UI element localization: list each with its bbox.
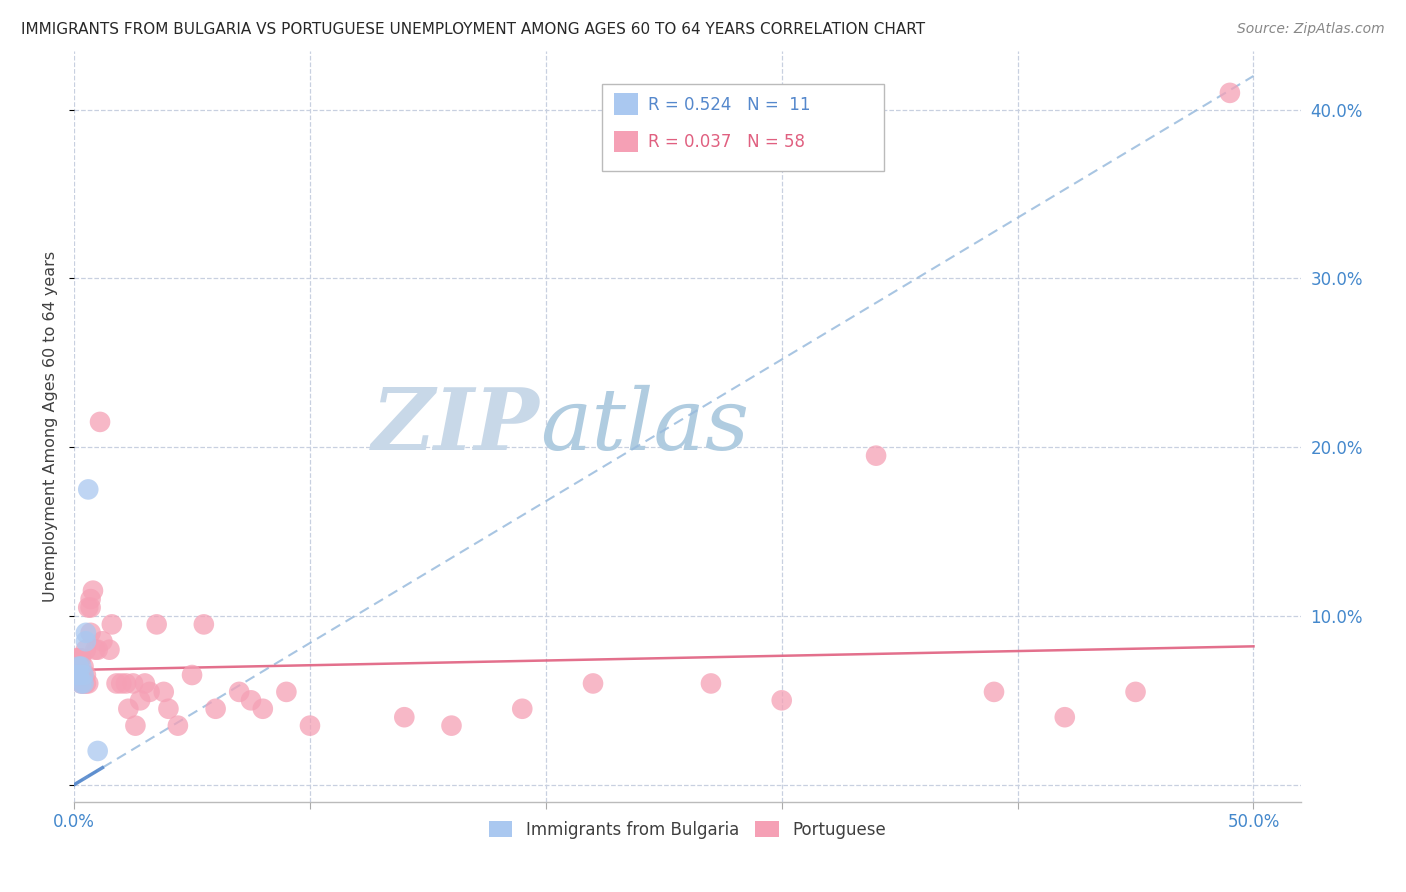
Point [67, 659, 90, 673]
Point [67, 668, 90, 682]
Point [67, 668, 90, 682]
Point [91, 634, 114, 648]
Text: IMMIGRANTS FROM BULGARIA VS PORTUGUESE UNEMPLOYMENT AMONG AGES 60 TO 64 YEARS CO: IMMIGRANTS FROM BULGARIA VS PORTUGUESE U… [21, 22, 925, 37]
Point [65, 668, 87, 682]
Point [440, 718, 463, 732]
Point [983, 685, 1005, 699]
Point [70, 676, 93, 690]
Point [157, 702, 180, 716]
Point [70, 651, 93, 665]
Point [193, 617, 215, 632]
Point [79, 600, 101, 615]
Point [129, 693, 152, 707]
Point [181, 668, 204, 682]
FancyBboxPatch shape [614, 94, 638, 114]
FancyBboxPatch shape [614, 131, 638, 152]
Point [65, 651, 87, 665]
Point [394, 710, 416, 724]
Point [117, 702, 139, 716]
Point [75, 642, 97, 657]
Point [70, 668, 93, 682]
Point [77, 600, 100, 615]
Point [134, 676, 156, 690]
Point [276, 685, 298, 699]
Point [67, 651, 90, 665]
Text: R = 0.524   N =  11: R = 0.524 N = 11 [648, 95, 811, 114]
Text: ZIP: ZIP [373, 384, 540, 468]
Point [110, 676, 132, 690]
Point [89, 415, 111, 429]
Point [240, 693, 263, 707]
Point [115, 676, 138, 690]
FancyBboxPatch shape [602, 85, 883, 171]
Point [145, 617, 167, 632]
Point [770, 693, 793, 707]
Point [67, 659, 90, 673]
Point [84, 642, 107, 657]
Point [70, 676, 93, 690]
Point [122, 676, 145, 690]
Point [98, 642, 121, 657]
Point [138, 685, 160, 699]
Point [77, 483, 100, 497]
Point [72, 668, 94, 682]
Legend: Immigrants from Bulgaria, Portuguese: Immigrants from Bulgaria, Portuguese [482, 814, 893, 846]
Point [167, 718, 190, 732]
Text: atlas: atlas [540, 384, 749, 467]
Point [1053, 710, 1076, 724]
Point [65, 659, 87, 673]
Point [75, 625, 97, 640]
Point [72, 659, 94, 673]
Point [72, 676, 94, 690]
Point [298, 718, 321, 732]
Point [101, 617, 124, 632]
Point [700, 676, 723, 690]
Point [79, 625, 101, 640]
Point [72, 668, 94, 682]
Point [1125, 685, 1147, 699]
Point [152, 685, 174, 699]
Point [124, 718, 146, 732]
Y-axis label: Unemployment Among Ages 60 to 64 years: Unemployment Among Ages 60 to 64 years [44, 251, 58, 602]
Point [510, 702, 533, 716]
Point [105, 676, 128, 690]
Point [1219, 86, 1241, 100]
Point [75, 668, 97, 682]
Point [86, 744, 108, 758]
Point [86, 642, 108, 657]
Point [79, 592, 101, 607]
Point [77, 676, 100, 690]
Point [75, 676, 97, 690]
Point [228, 685, 250, 699]
Point [204, 702, 226, 716]
Text: R = 0.037   N = 58: R = 0.037 N = 58 [648, 133, 806, 152]
Text: Source: ZipAtlas.com: Source: ZipAtlas.com [1237, 22, 1385, 37]
Point [582, 676, 605, 690]
Point [865, 449, 887, 463]
Point [82, 583, 104, 598]
Point [72, 676, 94, 690]
Point [252, 702, 274, 716]
Point [75, 634, 97, 648]
Point [70, 659, 93, 673]
